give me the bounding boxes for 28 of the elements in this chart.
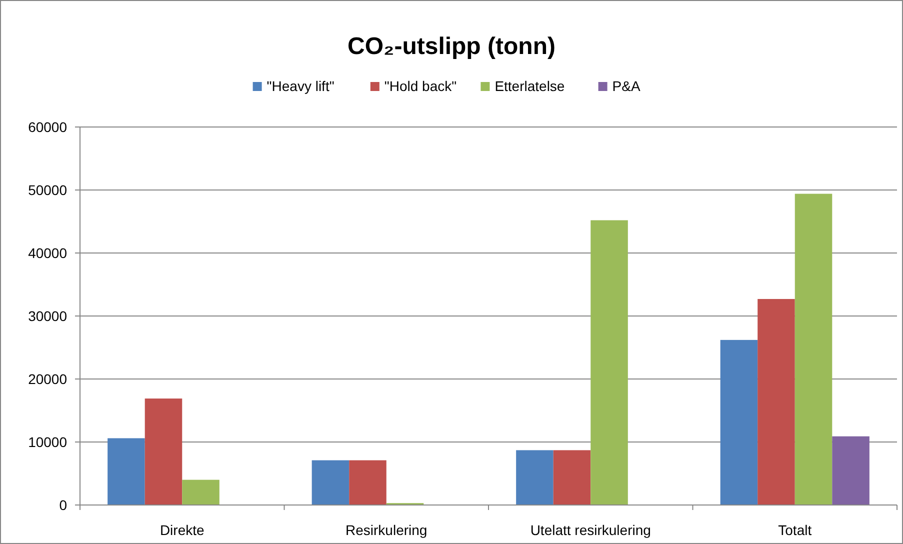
bar [516, 450, 554, 505]
y-tick-label: 50000 [28, 182, 68, 198]
y-tick-label: 10000 [28, 434, 68, 450]
bar [553, 450, 591, 505]
x-tick-label: Resirkulering [346, 522, 428, 538]
y-tick-label: 20000 [28, 371, 68, 387]
x-tick-label: Utelatt resirkulering [530, 522, 651, 538]
bar [758, 298, 795, 505]
chart-title: CO₂-utslipp (tonn) [348, 33, 556, 60]
x-tick-label: Totalt [778, 522, 812, 538]
bar [312, 460, 350, 505]
y-tick-label: 0 [59, 497, 68, 513]
bar [720, 340, 758, 505]
bar [794, 194, 832, 505]
y-tick-label: 40000 [28, 245, 68, 261]
bar [349, 460, 386, 505]
x-tick-label: Direkte [160, 522, 205, 538]
bar [182, 480, 220, 505]
legend-label: Etterlatelse [494, 78, 565, 94]
bar [108, 438, 145, 505]
bar [832, 436, 870, 505]
bar [590, 220, 628, 505]
bar [144, 398, 182, 505]
legend-label: "Hold back" [384, 78, 457, 94]
y-tick-label: 60000 [28, 119, 68, 135]
y-tick-label: 30000 [28, 308, 68, 324]
legend-label: P&A [612, 78, 641, 94]
legend-label: "Heavy lift" [266, 78, 334, 94]
